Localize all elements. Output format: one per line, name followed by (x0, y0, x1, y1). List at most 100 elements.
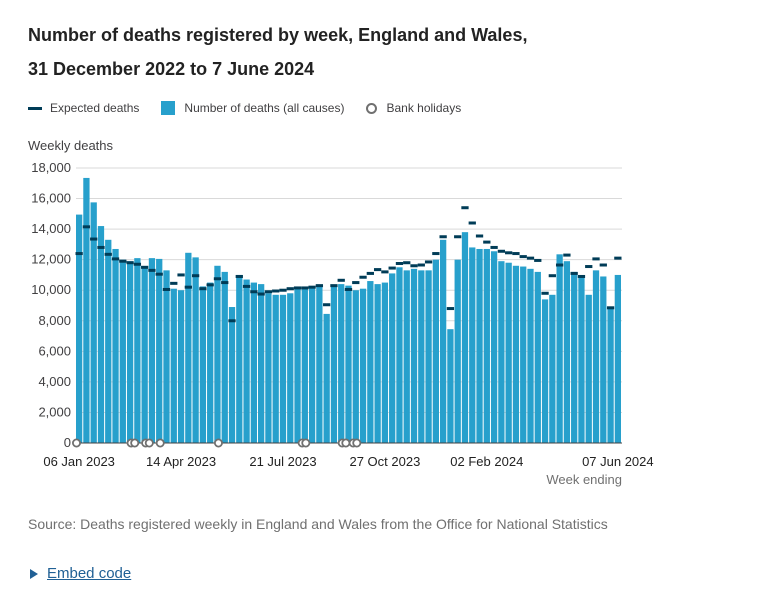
holiday-marker-0 (72, 438, 82, 448)
bar-45 (403, 270, 410, 443)
bar-15 (185, 252, 192, 443)
bar-71 (592, 270, 600, 443)
chart-title-line-1: Number of deaths registered by week, Eng… (28, 25, 528, 45)
bar-49 (432, 259, 439, 443)
bar-21 (228, 307, 236, 443)
legend-item-actual: Number of deaths (all causes) (161, 101, 344, 115)
bar-33 (316, 285, 323, 443)
bar-52 (454, 259, 461, 443)
bar-74 (614, 274, 621, 443)
embed-code-toggle[interactable]: Embed code (30, 565, 131, 582)
bar-64 (541, 299, 549, 443)
bar-53 (461, 232, 469, 443)
holiday-marker-5 (155, 438, 165, 448)
x-tick-label-1: 14 Apr 2023 (146, 454, 216, 469)
bar-68 (571, 271, 578, 443)
x-tick-label-5: 07 Jun 2024 (582, 454, 654, 469)
bar-18 (207, 282, 214, 443)
x-tick-label-2: 21 Jul 2023 (249, 454, 316, 469)
y-tick-label-3: 6,000 (38, 343, 71, 358)
bar-56 (483, 248, 490, 443)
bar-41 (374, 284, 381, 443)
y-tick-label-1: 2,000 (38, 404, 71, 419)
bar-32 (308, 287, 316, 443)
bar-23 (243, 279, 250, 443)
bar-44 (396, 267, 403, 443)
y-tick-label-7: 14,000 (31, 221, 71, 236)
bar-30 (294, 288, 301, 443)
x-axis-label: Week ending (546, 472, 622, 487)
bar-34 (323, 313, 330, 443)
deaths-bar-chart: 0 2,000 4,000 6,000 8,000 10,000 12,000 14,000 1… (31, 160, 654, 487)
bar-57 (490, 251, 498, 443)
circle-swatch-icon (366, 102, 378, 114)
y-tick-label-8: 16,000 (31, 191, 71, 206)
bar-62 (527, 268, 534, 443)
bar-72 (600, 276, 607, 443)
bar-42 (381, 282, 389, 443)
x-tick-label-3: 27 Oct 2023 (349, 454, 420, 469)
bar-12 (163, 270, 170, 443)
bar-54 (469, 247, 476, 443)
bar-19 (214, 265, 221, 443)
y-tick-label-5: 10,000 (31, 282, 71, 297)
bar-69 (578, 276, 585, 443)
bar-58 (498, 261, 505, 443)
bar-60 (512, 265, 520, 443)
bar-8 (134, 258, 141, 443)
holiday-marker-4 (144, 438, 154, 448)
bar-40 (367, 281, 374, 443)
holiday-marker-12 (352, 438, 362, 448)
bar-24 (250, 282, 257, 443)
bar-14 (177, 290, 185, 443)
bar-16 (192, 257, 199, 443)
bar-63 (534, 271, 541, 443)
bar-26 (265, 293, 272, 443)
bar-2 (90, 202, 97, 443)
bar-51 (447, 329, 454, 443)
legend-item-expected: Expected deaths (28, 101, 139, 115)
y-tick-label-2: 4,000 (38, 374, 71, 389)
legend-label-expected: Expected deaths (50, 101, 140, 115)
bar-66 (556, 254, 563, 443)
legend-label-holidays: Bank holidays (386, 101, 462, 115)
bar-59 (505, 262, 512, 443)
bar-1 (83, 177, 90, 444)
y-axis-label: Weekly deaths (28, 138, 114, 153)
bar-20 (221, 271, 228, 443)
y-tick-label-4: 8,000 (38, 313, 71, 328)
source-note: Source: Deaths registered weekly in Engl… (28, 516, 608, 532)
bar-0 (76, 214, 83, 443)
bar-7 (126, 261, 134, 443)
bar-67 (563, 261, 571, 443)
holiday-marker-2 (130, 438, 140, 448)
bar-36 (338, 284, 345, 443)
bar-38 (352, 290, 359, 443)
bar-25 (258, 284, 265, 443)
bar-4 (105, 239, 112, 443)
bar-55 (476, 248, 483, 443)
chart-title: Number of deaths registered by week, Eng… (28, 18, 748, 86)
bar-swatch-icon (161, 101, 176, 115)
bar-61 (520, 266, 527, 443)
bar-50 (440, 239, 447, 443)
bar-70 (585, 294, 592, 443)
embed-code-link[interactable]: Embed code (47, 565, 132, 582)
bar-37 (345, 285, 352, 443)
holiday-marker-8 (301, 438, 311, 448)
y-tick-label-6: 12,000 (31, 252, 71, 267)
bar-73 (607, 307, 614, 443)
expected-line-swatch-icon (28, 106, 42, 110)
bar-13 (170, 288, 177, 443)
x-tick-label-0: 06 Jan 2023 (43, 454, 115, 469)
bar-22 (236, 274, 243, 443)
chart-title-line-2: 31 December 2022 to 7 June 2024 (28, 59, 315, 79)
bar-48 (425, 270, 432, 443)
bar-11 (156, 258, 163, 443)
bar-27 (272, 294, 279, 443)
x-tick-label-4: 02 Feb 2024 (450, 454, 523, 469)
bar-39 (359, 288, 367, 443)
holiday-marker-10 (341, 438, 351, 448)
bar-28 (279, 294, 287, 443)
y-tick-label-0: 0 (64, 435, 71, 450)
